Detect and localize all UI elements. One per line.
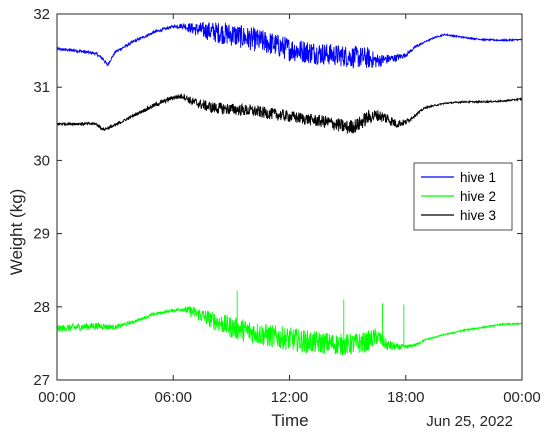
y-axis-title: Weight (kg)	[7, 189, 26, 276]
y-tick-label: 32	[33, 6, 50, 23]
x-tick-label: 00:00	[503, 389, 541, 406]
plot-area	[57, 22, 522, 356]
legend-label-hive-1: hive 1	[460, 170, 496, 185]
x-tick-label: 18:00	[387, 389, 425, 406]
y-tick-label: 30	[33, 152, 50, 169]
y-tick-label: 31	[33, 79, 50, 96]
date-label: Jun 25, 2022	[426, 413, 513, 430]
x-tick-label: 06:00	[154, 389, 192, 406]
legend-label-hive-2: hive 2	[460, 189, 496, 204]
x-axis-title: Time	[271, 411, 308, 430]
series-line-hive-2	[57, 290, 522, 356]
y-tick-label: 28	[33, 299, 50, 316]
y-tick-label: 29	[33, 226, 50, 243]
y-tick-label: 27	[33, 372, 50, 389]
x-tick-label: 12:00	[271, 389, 309, 406]
x-tick-label: 00:00	[38, 389, 76, 406]
series-line-hive-1	[57, 22, 522, 70]
legend-label-hive-3: hive 3	[460, 208, 496, 223]
series-line-hive-3	[57, 93, 522, 134]
legend: hive 1 hive 2 hive 3	[413, 162, 513, 231]
